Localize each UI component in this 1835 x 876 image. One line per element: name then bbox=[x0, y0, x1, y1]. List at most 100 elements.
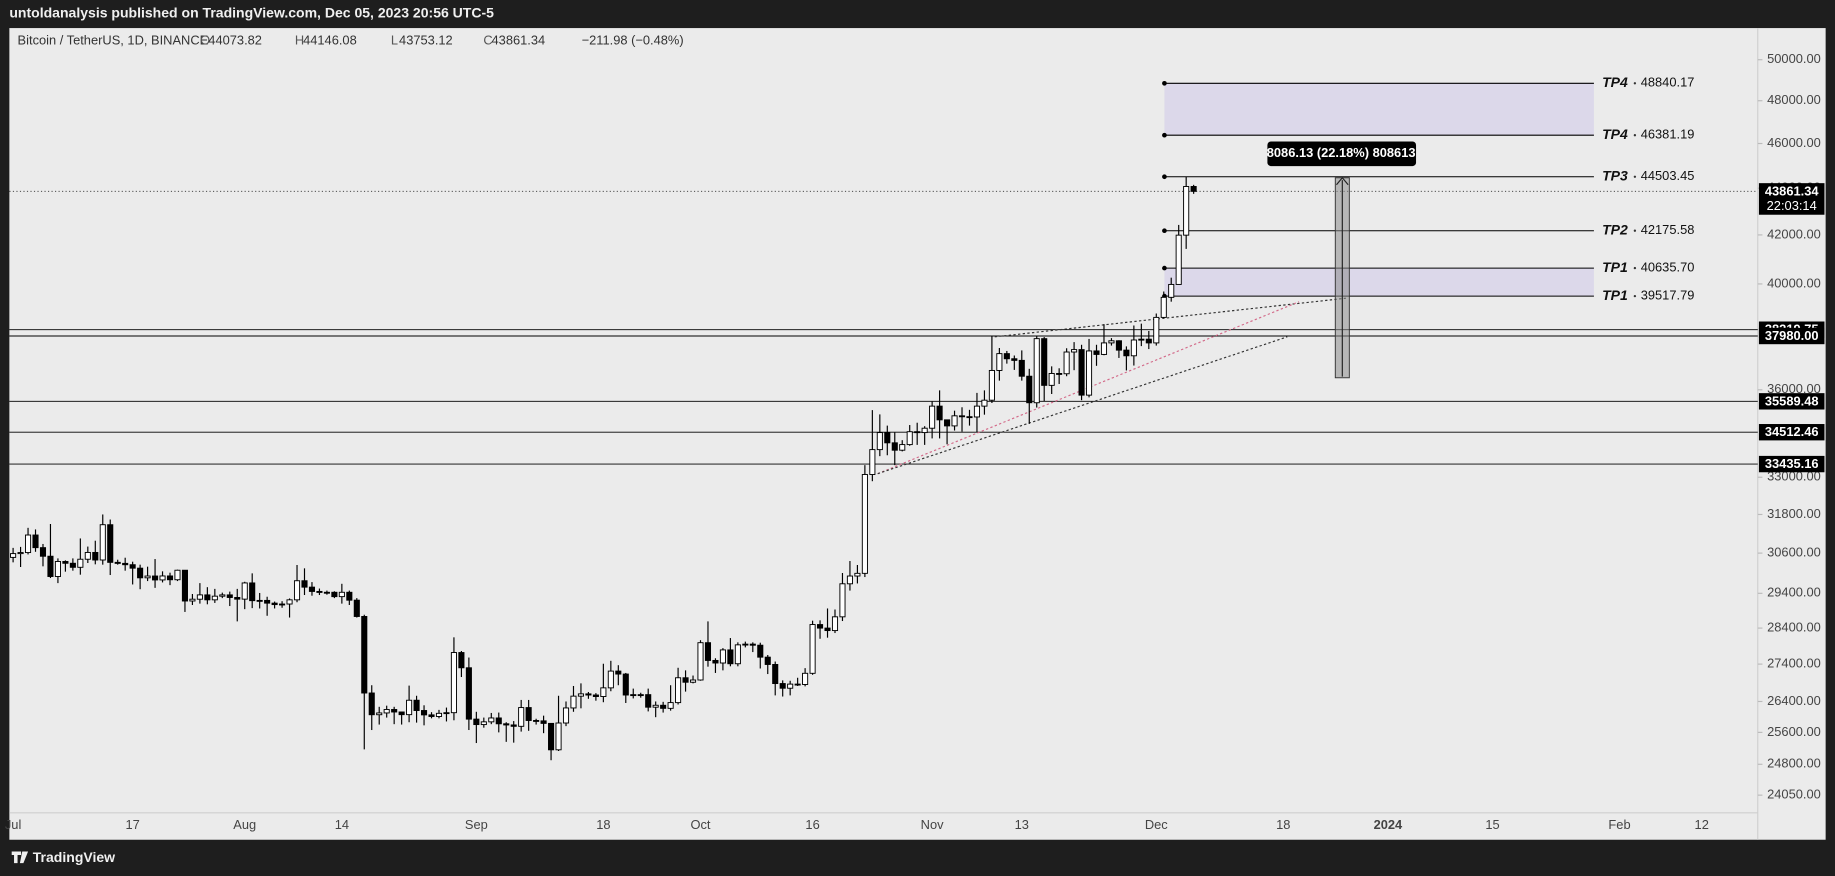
candle-body bbox=[742, 643, 749, 646]
candle-body bbox=[988, 369, 995, 401]
candle-body bbox=[712, 659, 719, 664]
candle-body bbox=[144, 575, 151, 579]
candle-body bbox=[689, 679, 697, 683]
candle-body bbox=[1108, 340, 1115, 344]
y-tick-label: 30600.00 bbox=[1767, 545, 1821, 560]
target-value: 42175.58 bbox=[1641, 222, 1695, 237]
x-tick-label: 12 bbox=[1695, 817, 1709, 832]
x-tick-label: 16 bbox=[805, 817, 819, 832]
last-price-label: 43861.34 bbox=[1765, 183, 1820, 198]
candle-body bbox=[839, 583, 846, 618]
candle-body bbox=[607, 670, 614, 689]
level-label-box bbox=[1758, 393, 1825, 410]
candle-body bbox=[1160, 296, 1167, 318]
candle-body bbox=[764, 656, 771, 665]
measure-arrowhead bbox=[1336, 176, 1349, 186]
candle-body bbox=[525, 707, 532, 721]
x-tick-label: 15 bbox=[1485, 817, 1499, 832]
y-tick-label: 36000.00 bbox=[1767, 381, 1821, 396]
candle-body bbox=[846, 575, 853, 585]
measure-tool: 8086.13 (22.18%) 808613 bbox=[1267, 141, 1417, 379]
candle-body bbox=[166, 575, 174, 581]
candle-body bbox=[391, 709, 398, 713]
ohlc-value: 43753.12 bbox=[399, 32, 453, 47]
target-name: TP1 bbox=[1602, 287, 1628, 303]
x-tick-label: Oct bbox=[690, 817, 710, 832]
candle-body bbox=[286, 599, 293, 605]
candle-body bbox=[219, 594, 226, 597]
candle-body bbox=[174, 569, 181, 581]
candle-body bbox=[398, 711, 405, 716]
candle-body bbox=[615, 670, 622, 675]
candle-body bbox=[323, 591, 330, 594]
y-tick-label: 31800.00 bbox=[1767, 506, 1821, 521]
candle-body bbox=[181, 569, 188, 602]
candle-body bbox=[122, 562, 129, 566]
candle-body bbox=[884, 432, 891, 444]
target-value: 40635.70 bbox=[1641, 259, 1695, 274]
candle-body bbox=[876, 432, 883, 451]
candle-body bbox=[264, 599, 271, 604]
candle-body bbox=[510, 724, 517, 727]
ohlc-value: 43861.34 bbox=[492, 32, 546, 47]
candle-body bbox=[69, 562, 76, 568]
y-tick-label: 50000.00 bbox=[1767, 51, 1821, 66]
candle-body bbox=[727, 649, 734, 665]
candle-body bbox=[54, 561, 61, 577]
change: −211.98 (−0.48%) bbox=[582, 32, 684, 47]
candle-body bbox=[114, 561, 121, 564]
measure-label-box bbox=[1267, 141, 1417, 167]
ohlc-key: C bbox=[483, 32, 492, 47]
candle-body bbox=[533, 720, 540, 722]
candles bbox=[10, 177, 1197, 761]
target-name: TP4 bbox=[1602, 126, 1628, 142]
publisher-line: untoldanalysis published on TradingView.… bbox=[9, 5, 494, 21]
x-tick-label: Jul bbox=[5, 817, 21, 832]
candle-body bbox=[772, 664, 779, 685]
candle-body bbox=[1026, 375, 1033, 404]
candle-body bbox=[1003, 353, 1010, 360]
x-tick-label: Nov bbox=[921, 817, 944, 832]
target-sep bbox=[1633, 134, 1637, 137]
candle-body bbox=[1048, 373, 1055, 386]
candle-body bbox=[981, 399, 988, 407]
candle-body bbox=[921, 427, 928, 434]
candle-body bbox=[99, 524, 106, 561]
candle-body bbox=[929, 405, 936, 429]
candle-body bbox=[757, 644, 764, 658]
candle-body bbox=[92, 551, 99, 561]
candle-body bbox=[809, 624, 816, 674]
candle-body bbox=[189, 598, 196, 602]
candle-body bbox=[794, 683, 801, 686]
level-label: 37980.00 bbox=[1765, 328, 1819, 343]
y-tick-label: 42000.00 bbox=[1767, 226, 1821, 241]
trendlines bbox=[877, 297, 1346, 475]
candle-body bbox=[660, 704, 667, 709]
candle-body bbox=[914, 431, 921, 434]
candle-body bbox=[211, 595, 218, 601]
candle-body bbox=[1123, 349, 1130, 357]
candle-body bbox=[570, 695, 577, 709]
candle-body bbox=[667, 702, 674, 709]
ohlc-key: L bbox=[391, 32, 398, 47]
target-anchor bbox=[1162, 265, 1167, 271]
candle-body bbox=[861, 474, 868, 574]
x-tick-label: 14 bbox=[335, 817, 349, 832]
y-tick-label: 33000.00 bbox=[1767, 469, 1821, 484]
candle-body bbox=[293, 580, 301, 601]
candle-body bbox=[1033, 338, 1040, 404]
candle-body bbox=[787, 683, 794, 689]
candle-body bbox=[734, 644, 741, 665]
trendline bbox=[877, 301, 1300, 475]
footer-brand[interactable]: TradingView bbox=[33, 849, 115, 865]
zones bbox=[1164, 83, 1594, 297]
target-zone bbox=[1164, 83, 1594, 136]
level-lines: TP4 48840.17 TP4 46381.19 TP3 44503.45 TP2 4217… bbox=[9, 74, 1758, 465]
x-tick-label: Aug bbox=[233, 817, 256, 832]
candle-body bbox=[1041, 338, 1048, 386]
candle-body bbox=[1190, 186, 1197, 192]
y-tick-label: 46000.00 bbox=[1767, 135, 1821, 150]
candle-body bbox=[1168, 283, 1175, 298]
candle-body bbox=[271, 602, 278, 606]
